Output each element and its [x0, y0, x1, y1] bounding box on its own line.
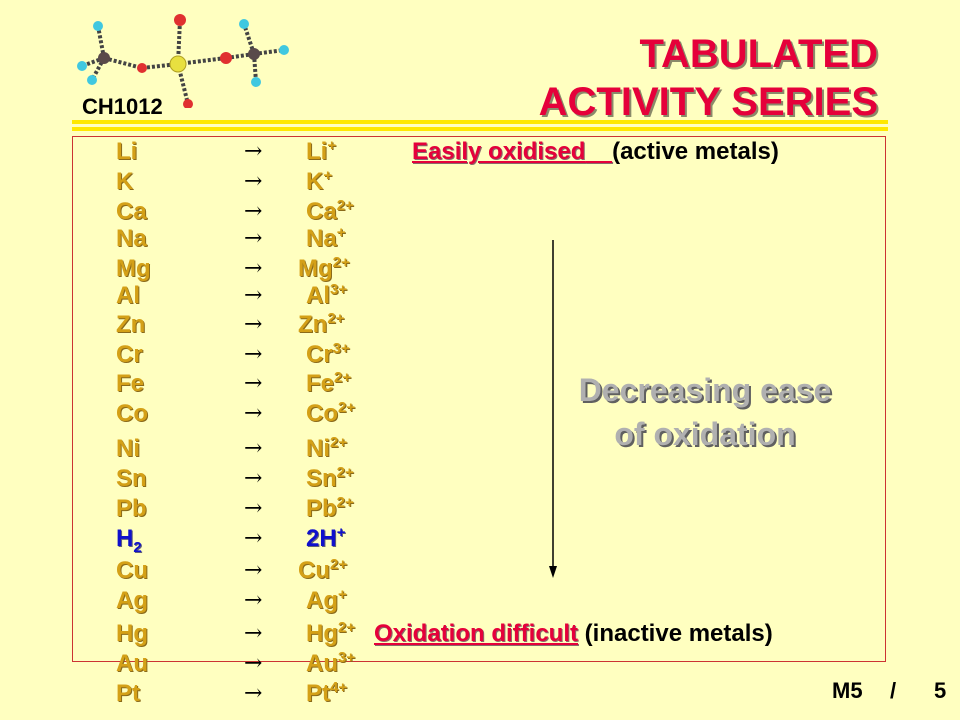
trend-label: Decreasing ease of oxidation [540, 368, 870, 456]
ion-symbol: Hg2+ [306, 619, 356, 647]
title-line-1: TABULATED [639, 32, 878, 76]
top-note-black: (active metals) [612, 138, 779, 165]
right-arrow-icon: → [244, 169, 263, 194]
ion-symbol: Cu2+ [298, 556, 348, 584]
bottom-note-red: Oxidation difficult [374, 620, 578, 647]
right-arrow-icon: → [244, 199, 263, 224]
metal-symbol: Mg [116, 255, 151, 282]
right-arrow-icon: → [244, 496, 263, 521]
right-arrow-icon: → [244, 526, 263, 551]
metal-symbol: Ca [116, 198, 147, 225]
metal-symbol: Zn [116, 311, 146, 338]
metal-symbol: Ni [116, 435, 140, 462]
ion-symbol: K+ [306, 167, 333, 195]
ion-charge: 2+ [336, 494, 354, 511]
right-arrow-icon: → [244, 621, 263, 646]
down-arrow-icon [549, 240, 557, 578]
ion-charge: 2+ [332, 254, 350, 271]
metal-symbol: Al [116, 282, 140, 309]
metal-symbol: Co [116, 400, 148, 427]
ion-charge: 4+ [330, 679, 348, 696]
title-line-2: ACTIVITY SERIES [538, 80, 878, 124]
ion-charge: 2+ [336, 197, 354, 214]
metal-symbol: Pt [116, 680, 140, 707]
ion-symbol: Mg2+ [298, 254, 350, 282]
right-arrow-icon: → [244, 436, 263, 461]
top-note-red: Easily oxidised [412, 138, 586, 165]
ion-charge: 2+ [330, 556, 348, 573]
metal-symbol: K [116, 168, 134, 195]
ion-symbol: Cr3+ [306, 340, 350, 368]
ion-charge: 2+ [336, 464, 354, 481]
ion-symbol: Ni2+ [306, 434, 348, 462]
metal-symbol: Cr [116, 341, 143, 368]
ion-symbol: Na+ [306, 224, 346, 252]
ion-symbol: Ca2+ [306, 197, 354, 225]
trend-line-2: of oxidation [614, 416, 796, 452]
ion-symbol: Co2+ [306, 399, 356, 427]
right-arrow-icon: → [244, 651, 263, 676]
footer-page: 5 [934, 678, 947, 703]
ion-symbol: Fe2+ [306, 369, 352, 397]
metal-symbol: Fe [116, 370, 145, 397]
metal-symbol: Li [116, 138, 138, 165]
ion-symbol: 2H+ [306, 524, 346, 552]
right-arrow-icon: → [244, 312, 263, 337]
course-code: CH1012 [82, 94, 163, 119]
right-arrow-icon: → [244, 371, 263, 396]
bottom-note-black: (inactive metals) [584, 620, 773, 647]
ion-symbol: Sn2+ [306, 464, 354, 492]
top-note: Easily oxidised (active metals) [412, 138, 779, 166]
right-arrow-icon: → [244, 588, 263, 613]
ion-symbol: Ag+ [306, 586, 347, 614]
right-arrow-icon: → [244, 283, 263, 308]
metal-symbol: Pb [116, 495, 147, 522]
ion-charge: 2+ [327, 310, 345, 327]
ion-charge: + [327, 137, 337, 154]
header-rule-bottom [72, 127, 888, 131]
header-rule-top [72, 120, 888, 124]
metal-symbol: Hg [116, 620, 148, 647]
ion-charge: 3+ [330, 281, 348, 298]
right-arrow-icon: → [244, 466, 263, 491]
metal-symbol: Sn [116, 465, 147, 492]
ion-charge: + [336, 224, 346, 241]
ion-charge: 2+ [338, 619, 356, 636]
ion-charge: + [323, 167, 333, 184]
right-arrow-icon: → [244, 681, 263, 706]
content-panel [72, 136, 886, 662]
metal-symbol: Cu [116, 557, 148, 584]
ion-charge: 3+ [338, 649, 356, 666]
top-note-spacer [585, 138, 612, 165]
trend-line-1: Decreasing ease [578, 372, 832, 408]
molecule-logo [77, 14, 289, 108]
footer-module: M5 [832, 678, 863, 703]
right-arrow-icon: → [244, 558, 263, 583]
right-arrow-icon: → [244, 139, 263, 164]
ion-charge: 2+ [338, 399, 356, 416]
ion-symbol: Li+ [306, 137, 337, 165]
ion-symbol: Pb2+ [306, 494, 354, 522]
metal-symbol: Na [116, 225, 147, 252]
ion-charge: 2+ [330, 434, 348, 451]
metal-symbol: H2 [116, 525, 142, 556]
ion-charge: + [338, 586, 347, 603]
ion-charge: 3+ [332, 340, 350, 357]
ion-symbol: Au3+ [306, 649, 356, 677]
right-arrow-icon: → [244, 401, 263, 426]
page-title: TABULATED ACTIVITY SERIES [539, 30, 878, 126]
right-arrow-icon: → [244, 226, 263, 251]
ion-symbol: Pt4+ [306, 679, 348, 707]
ion-charge: + [336, 524, 346, 541]
ion-symbol: Al3+ [306, 281, 348, 309]
footer-slash: / [890, 678, 897, 703]
right-arrow-icon: → [244, 256, 263, 281]
bottom-note: Oxidation difficult (inactive metals) [374, 620, 773, 648]
metal-symbol: Au [116, 650, 148, 677]
metal-symbol: Ag [116, 587, 148, 614]
ion-charge: 2+ [334, 369, 352, 386]
right-arrow-icon: → [244, 342, 263, 367]
ion-symbol: Zn2+ [298, 310, 345, 338]
